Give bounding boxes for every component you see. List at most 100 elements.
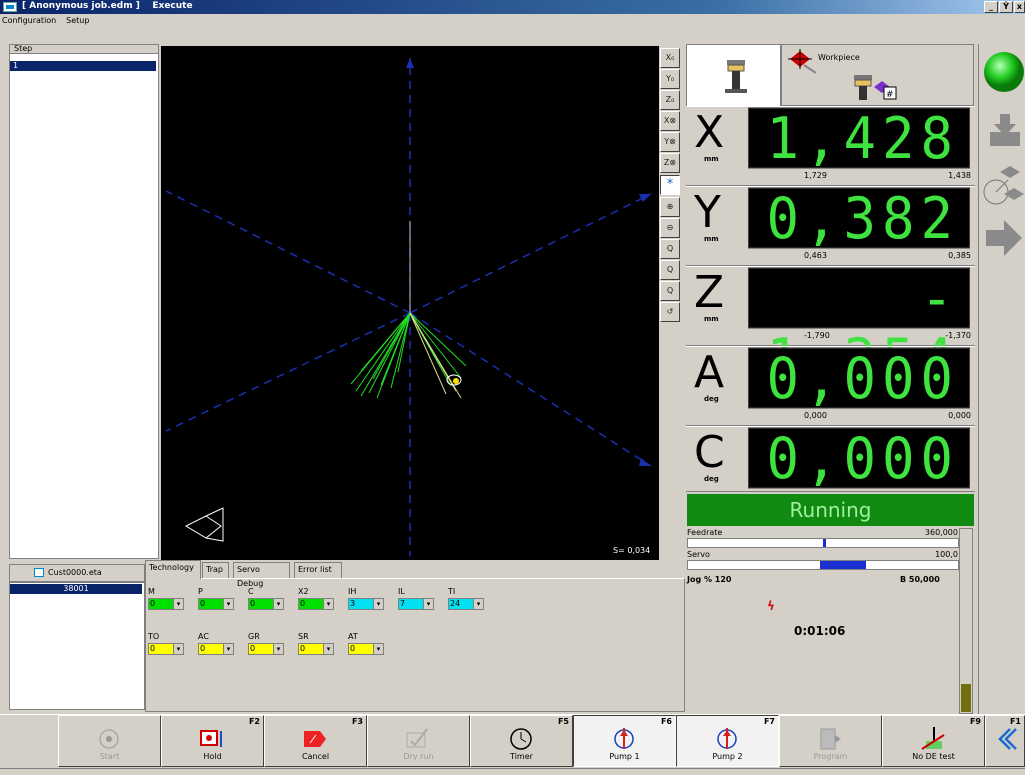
chevron-down-icon[interactable]: ▾ — [473, 599, 483, 609]
step-list[interactable] — [9, 46, 159, 559]
file-list[interactable] — [9, 582, 145, 710]
fkey-label: No DE test — [912, 752, 955, 761]
chevron-down-icon[interactable]: ▾ — [373, 599, 383, 609]
view-z-rev-button[interactable]: Z⊗ — [660, 153, 680, 173]
axis-row-z: Z mm - 1,354 -1,790 -1,370 — [686, 266, 975, 390]
fkey-hold-button[interactable]: F2 Hold — [161, 715, 264, 767]
fkey-pump-1-button[interactable]: F6 Pump 1 — [573, 715, 676, 767]
field-select-sr[interactable]: 0 ▾ — [298, 643, 334, 655]
window-title: [ Anonymous job.edm ] Execute — [22, 1, 193, 11]
chevron-down-icon[interactable]: ▾ — [173, 644, 183, 654]
zoom-auto-icon[interactable]: Q — [660, 260, 680, 280]
fkey-timer-button[interactable]: F5 Timer — [470, 715, 573, 767]
tab-tool[interactable] — [686, 44, 781, 106]
chevron-down-icon[interactable]: ▾ — [323, 644, 333, 654]
chevron-down-icon[interactable]: ▾ — [273, 644, 283, 654]
zoom-window-icon[interactable]: Q — [660, 281, 680, 301]
zoom-out-icon[interactable]: ⊖ — [660, 218, 680, 238]
field-label-x2: X2 — [298, 587, 309, 596]
zoom-in-icon[interactable]: ⊕ — [660, 197, 680, 217]
pan-icon[interactable]: ↺ — [660, 302, 680, 322]
zoom-fit-icon[interactable]: Q — [660, 239, 680, 259]
step-list-header[interactable]: Step — [9, 44, 159, 54]
field-select-p[interactable]: 0 ▾ — [198, 598, 234, 610]
tab-error-list[interactable]: Error list — [294, 562, 342, 578]
view-x-rev-button[interactable]: X⊗ — [660, 111, 680, 131]
field-value: 7 — [400, 599, 406, 608]
positioning-icon[interactable] — [980, 158, 1024, 210]
chevron-down-icon[interactable]: ▾ — [323, 599, 333, 609]
chevron-down-icon[interactable]: ▾ — [173, 599, 183, 609]
level-slider[interactable] — [959, 528, 973, 714]
tab-trap[interactable]: Trap — [202, 562, 229, 578]
toolpath-viewport[interactable] — [161, 46, 659, 560]
maximize-button[interactable]: Ÿ — [999, 1, 1013, 13]
fkey-label: Pump 1 — [609, 752, 640, 761]
field-value: 0 — [250, 644, 256, 653]
field-select-m[interactable]: 0 ▾ — [148, 598, 184, 610]
fkey-no-de-test-button[interactable]: F9 No DE test — [882, 715, 985, 767]
workpiece-target-icon — [788, 49, 817, 74]
menu-configuration[interactable]: Configuration — [2, 16, 57, 25]
field-select-ih[interactable]: 3 ▾ — [348, 598, 384, 610]
field-label-to: TO — [148, 632, 160, 641]
field-label-c: C — [248, 587, 254, 596]
feedrate-label: Feedrate — [687, 528, 723, 537]
view-y-rev-button[interactable]: Y⊗ — [660, 132, 680, 152]
load-icon[interactable] — [980, 104, 1024, 156]
feedrate-bar-marker — [823, 539, 826, 547]
machining-timer: 0:01:06 — [794, 624, 846, 638]
fkey-program-button[interactable]: Program — [779, 715, 882, 767]
field-select-to[interactable]: 0 ▾ — [148, 643, 184, 655]
axis-min: 0,000 — [804, 411, 827, 420]
field-select-at[interactable]: 0 ▾ — [348, 643, 384, 655]
field-select-ti[interactable]: 24 ▾ — [448, 598, 484, 610]
scale-readout: S= 0,034 — [613, 546, 651, 555]
fkey-cancel-button[interactable]: F3 Cancel — [264, 715, 367, 767]
field-value: 0 — [300, 599, 306, 608]
fkey-dry-run-button[interactable]: Dry run — [367, 715, 470, 767]
field-select-il[interactable]: 7 ▾ — [398, 598, 434, 610]
axis-letter: Z — [694, 267, 725, 318]
tab-servo-debug[interactable]: Servo Debug — [233, 562, 290, 588]
fkey-pump-2-button[interactable]: F7 Pump 2 — [676, 715, 779, 767]
menu-setup[interactable]: Setup — [66, 16, 90, 25]
fkey-label: Pump 2 — [712, 752, 743, 761]
axis-min: 0,463 — [804, 251, 827, 260]
field-value: 0 — [350, 644, 356, 653]
servo-bar-fill — [820, 561, 866, 569]
minimize-button[interactable]: _ — [984, 1, 998, 13]
view-x0-button[interactable]: X₀ — [660, 48, 680, 68]
file-list-item[interactable]: 38001 — [10, 584, 142, 594]
status-light-icon[interactable] — [980, 46, 1024, 98]
toolpath-scene — [165, 58, 652, 556]
fkey-start-button[interactable]: Start — [58, 715, 161, 767]
axis-value-display: 0,000 — [748, 427, 970, 489]
chevron-down-icon[interactable]: ▾ — [223, 644, 233, 654]
view-y0-button[interactable]: Y₀ — [660, 69, 680, 89]
tab-technology[interactable]: Technology — [145, 560, 201, 579]
close-button[interactable]: x — [1014, 1, 1025, 13]
view-toolbar: X₀ Y₀ Z₀ X⊗ Y⊗ Z⊗ * ⊕ ⊖ Q Q Q ↺ — [660, 48, 682, 322]
status-bar — [0, 768, 1025, 775]
chevron-down-icon[interactable]: ▾ — [273, 599, 283, 609]
app-icon[interactable] — [3, 2, 17, 12]
program-icon — [817, 727, 843, 751]
field-select-ac[interactable]: 0 ▾ — [198, 643, 234, 655]
file-tab[interactable]: Cust0000.eta — [9, 564, 145, 582]
next-arrow-icon[interactable] — [980, 212, 1024, 264]
chevron-down-icon[interactable]: ▾ — [223, 599, 233, 609]
fkey-back-button[interactable]: F1 — [985, 715, 1025, 767]
chevron-down-icon[interactable]: ▾ — [373, 644, 383, 654]
field-select-c[interactable]: 0 ▾ — [248, 598, 284, 610]
tab-workpiece[interactable]: Workpiece # — [781, 44, 974, 106]
view-iso-button[interactable]: * — [660, 175, 680, 195]
step-list-item[interactable]: 1 — [10, 61, 156, 71]
fkey-label: Program — [813, 752, 848, 761]
view-z0-button[interactable]: Z₀ — [660, 90, 680, 110]
field-select-x2[interactable]: 0 ▾ — [298, 598, 334, 610]
field-select-gr[interactable]: 0 ▾ — [248, 643, 284, 655]
field-value: 0 — [300, 644, 306, 653]
chevron-down-icon[interactable]: ▾ — [423, 599, 433, 609]
x-axis-line — [409, 312, 652, 467]
